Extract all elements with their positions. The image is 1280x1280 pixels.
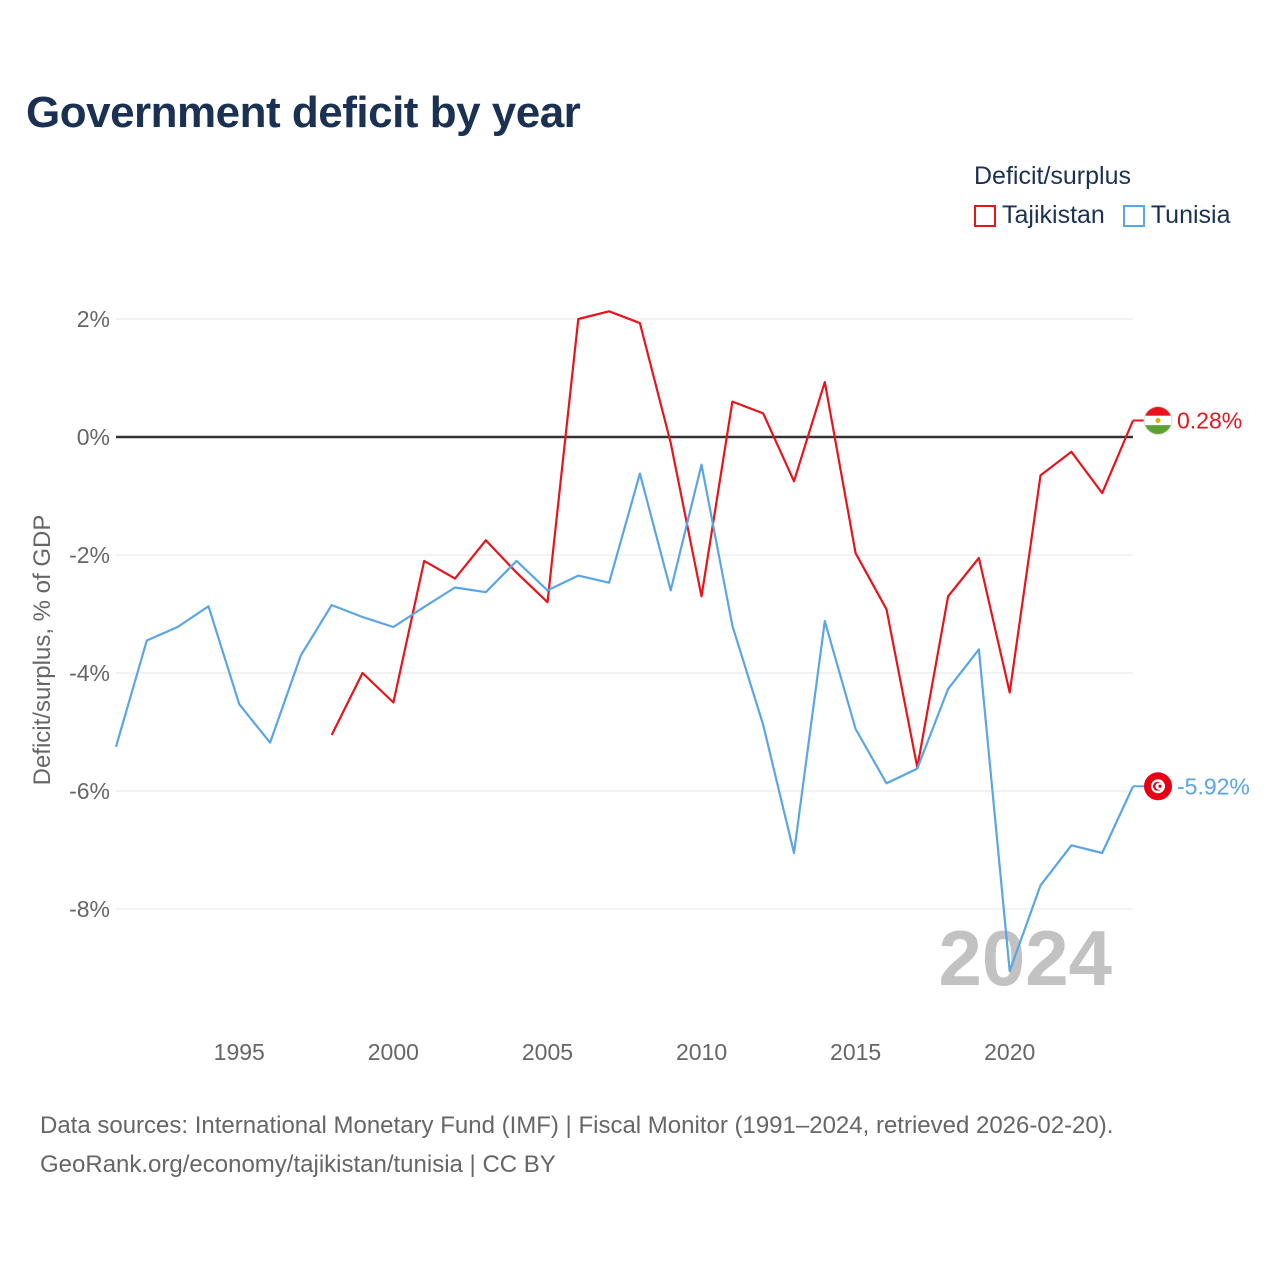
y-tick-label: 0% xyxy=(77,424,110,450)
x-tick-label: 2010 xyxy=(676,1039,727,1065)
chart-plot: 2% 0% -2% -4% -6% -8% 1995 2000 2005 2010 2015 2020… xyxy=(29,306,1250,1065)
legend-item-tunisia[interactable]: Tunisia xyxy=(1122,201,1231,230)
x-tick-label: 2000 xyxy=(368,1039,419,1065)
legend-item-tajikistan[interactable]: Tajikistan xyxy=(974,201,1105,230)
flag-tunisia-icon xyxy=(1144,772,1172,801)
series-line-tajikistan xyxy=(330,310,1135,769)
x-tick-label: 1995 xyxy=(214,1039,265,1065)
legend-label-tunisia: Tunisia xyxy=(1150,201,1231,229)
x-tick-label: 2015 xyxy=(830,1039,881,1065)
x-tick-label: 2005 xyxy=(522,1039,573,1065)
series-line-tunisia xyxy=(114,463,1134,973)
flag-tajikistan-icon xyxy=(1143,405,1173,435)
x-tick-label: 2020 xyxy=(984,1039,1035,1065)
y-tick-label: -8% xyxy=(69,896,110,922)
y-tick-label: -2% xyxy=(69,542,110,568)
y-tick-label: -6% xyxy=(69,778,110,804)
y-tick-label: 2% xyxy=(77,306,110,332)
legend-label-tajikistan: Tajikistan xyxy=(1002,201,1105,229)
end-value-label-tunisia: -5.92% xyxy=(1177,773,1250,799)
chart-title: Government deficit by year xyxy=(26,88,581,137)
footer-sources: Data sources: International Monetary Fun… xyxy=(40,1112,1114,1139)
legend-swatch-tajikistan xyxy=(974,204,996,227)
footer-credit[interactable]: GeoRank.org/economy/tajikistan/tunisia |… xyxy=(40,1151,556,1178)
legend-swatch-tunisia xyxy=(1122,204,1145,227)
footer: Data sources: International Monetary Fun… xyxy=(40,1106,1113,1184)
end-value-label-tajikistan: 0.28% xyxy=(1177,407,1242,433)
y-axis-label: Deficit/surplus, % of GDP xyxy=(29,515,56,786)
legend: Deficit/surplus Tajikistan Tunisia xyxy=(974,162,1231,230)
y-tick-label: -4% xyxy=(69,660,110,686)
legend-title: Deficit/surplus xyxy=(974,162,1131,190)
